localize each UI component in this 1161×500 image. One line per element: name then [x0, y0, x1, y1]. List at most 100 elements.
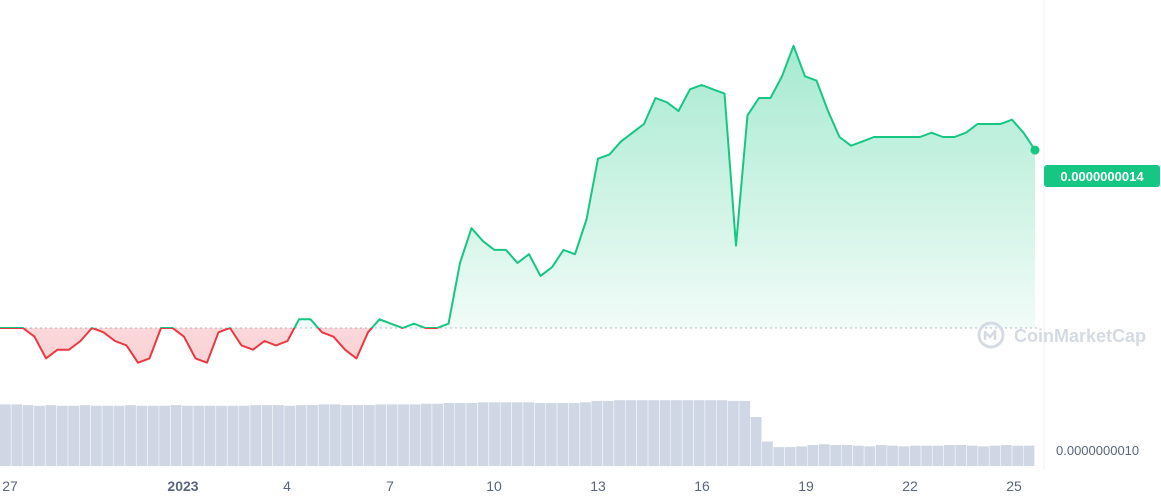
volume-bars	[0, 400, 1035, 466]
volume-bar	[11, 404, 23, 466]
volume-bar	[136, 405, 148, 466]
volume-bar	[921, 445, 933, 466]
volume-bar	[170, 405, 182, 466]
volume-bar	[716, 400, 728, 466]
volume-bar	[602, 400, 614, 466]
volume-bar	[0, 404, 11, 466]
volume-bar	[534, 403, 546, 466]
volume-bar	[739, 400, 751, 466]
last-price-dot	[1030, 145, 1040, 155]
volume-bar	[261, 405, 273, 466]
x-tick-label: 4	[283, 478, 291, 494]
volume-bar	[102, 405, 114, 466]
volume-bar	[432, 403, 443, 466]
volume-bar	[409, 404, 421, 466]
x-tick-label: 27	[2, 478, 18, 494]
volume-bar	[682, 400, 694, 466]
volume-bar	[147, 405, 159, 466]
volume-bar	[568, 403, 580, 466]
volume-bar	[591, 400, 603, 466]
x-axis: 27 2023 4 7 10 13 16 19 22 25	[2, 478, 1022, 494]
volume-bar	[454, 403, 466, 466]
price-line-up	[0, 44, 1036, 328]
volume-bar	[273, 405, 284, 466]
volume-bar	[875, 445, 887, 466]
volume-bar	[511, 402, 523, 466]
volume-bar	[125, 405, 136, 466]
volume-bar	[978, 446, 989, 466]
volume-bar	[113, 405, 125, 466]
area-fill-up	[0, 45, 1035, 328]
coinmarketcap-logo-icon	[977, 321, 1005, 349]
volume-bar	[182, 405, 193, 466]
volume-bar	[341, 405, 352, 466]
volume-bar	[944, 445, 955, 466]
y-tick-label: 0.0000000010	[1056, 443, 1139, 458]
x-tick-label: 10	[486, 478, 502, 494]
volume-bar	[79, 405, 91, 466]
volume-bar	[352, 405, 364, 466]
volume-bar	[853, 445, 864, 466]
volume-bar	[955, 445, 967, 466]
volume-bar	[91, 405, 102, 466]
volume-bar	[386, 404, 398, 466]
volume-bar	[227, 405, 239, 466]
current-price-tag: 0.0000000014	[1044, 165, 1160, 187]
volume-bar	[545, 403, 557, 466]
volume-bar	[443, 403, 455, 466]
volume-bar	[489, 402, 500, 466]
volume-bar	[671, 400, 682, 466]
volume-bar	[318, 404, 330, 466]
volume-bar	[364, 405, 375, 466]
volume-bar	[705, 400, 716, 466]
volume-bar	[989, 445, 1001, 466]
volume-bar	[784, 447, 796, 466]
volume-bar	[762, 441, 773, 466]
volume-bar	[477, 402, 489, 466]
volume-bar	[193, 405, 205, 466]
volume-bar	[22, 405, 34, 466]
current-price-label: 0.0000000014	[1060, 169, 1144, 184]
volume-bar	[625, 400, 637, 466]
volume-bar	[818, 444, 830, 466]
x-tick-label: 7	[386, 478, 394, 494]
volume-bar	[773, 447, 785, 466]
volume-bar	[830, 445, 842, 466]
volume-bar	[966, 445, 978, 466]
volume-bar	[659, 400, 671, 466]
x-tick-label: 22	[902, 478, 918, 494]
volume-bar	[648, 400, 660, 466]
volume-bar	[307, 405, 318, 466]
volume-bar	[466, 403, 478, 466]
volume-bar	[727, 400, 739, 466]
volume-bar	[238, 405, 250, 466]
volume-bar	[375, 404, 387, 466]
volume-bar	[204, 405, 216, 466]
volume-bar	[216, 405, 227, 466]
volume-bar	[398, 404, 409, 466]
volume-bar	[1023, 445, 1035, 466]
volume-bar	[284, 405, 296, 466]
volume-bar	[898, 446, 910, 466]
watermark-text: CoinMarketCap	[1014, 326, 1146, 346]
volume-bar	[932, 445, 944, 466]
x-tick-label: 13	[590, 478, 606, 494]
area-fill-down	[0, 328, 1035, 363]
volume-bar	[864, 446, 876, 466]
volume-bar	[159, 405, 170, 466]
volume-bar	[909, 445, 921, 466]
volume-bar	[420, 403, 432, 466]
volume-bar	[523, 402, 534, 466]
volume-bar	[45, 405, 57, 466]
volume-bar	[750, 417, 762, 466]
volume-bar	[1012, 445, 1024, 466]
watermark: CoinMarketCap	[977, 321, 1146, 349]
volume-bar	[56, 405, 68, 466]
volume-bar	[693, 400, 705, 466]
volume-bar	[580, 402, 591, 466]
volume-bar	[250, 405, 261, 466]
volume-bar	[636, 400, 648, 466]
volume-bar	[500, 402, 512, 466]
x-tick-label: 2023	[167, 478, 198, 494]
